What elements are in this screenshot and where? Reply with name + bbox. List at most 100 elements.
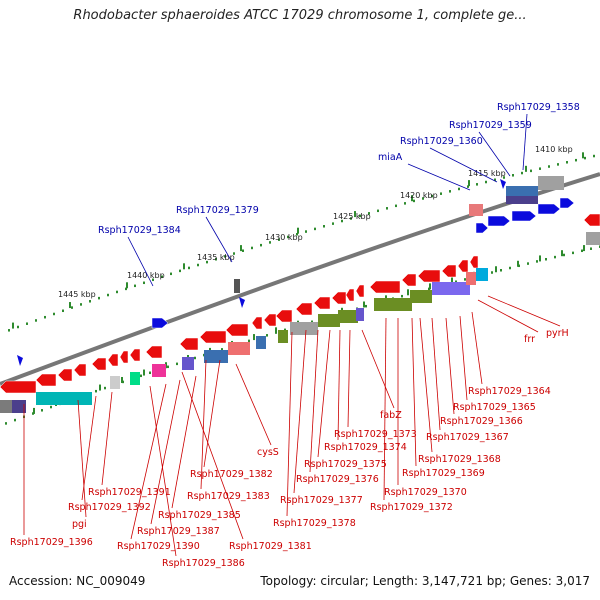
outer-scale-track [8,152,595,332]
gene-label[interactable]: Rsph17029_1368 [418,454,501,465]
gene-feature[interactable] [318,314,340,327]
gene-label[interactable]: Rsph17029_1375 [304,459,387,470]
gene-label[interactable]: Rsph17029_1396 [10,537,93,548]
gene-label[interactable]: Rsph17029_1373 [334,429,417,440]
gene-feature[interactable] [338,310,358,323]
reverse-gene[interactable] [251,316,263,330]
gene-label[interactable]: cysS [257,447,279,458]
gene-feature[interactable] [182,357,194,370]
gene-feature[interactable] [410,290,432,303]
reverse-gene[interactable] [179,337,199,351]
forward-gene[interactable] [559,197,575,209]
leader-line [361,329,395,409]
reverse-gene[interactable] [57,368,73,382]
gene-feature[interactable] [290,322,318,335]
gene-feature[interactable] [476,268,488,281]
gene-label[interactable]: Rsph17029_1379 [176,205,259,216]
gene-label[interactable]: Rsph17029_1385 [158,510,241,521]
reverse-gene[interactable] [35,373,57,387]
reverse-gene[interactable] [369,280,401,294]
gene-label[interactable]: Rsph17029_1377 [280,495,363,506]
gene-label[interactable]: miaA [378,152,403,163]
reverse-gene[interactable] [401,273,417,287]
gene-label[interactable]: pyrH [546,328,569,339]
scale-dot [395,204,397,208]
gene-label[interactable]: Rsph17029_1372 [370,502,453,513]
gene-feature[interactable] [152,364,166,377]
scale-dot [404,202,406,205]
gene-block[interactable] [506,196,538,204]
gene-label[interactable]: Rsph17029_1367 [426,432,509,443]
forward-gene[interactable] [151,317,169,329]
gene-label[interactable]: fabZ [380,410,402,421]
gene-label[interactable]: Rsph17029_1390 [117,541,200,552]
gene-feature[interactable] [374,298,412,311]
reverse-gene[interactable] [107,353,119,367]
gene-label[interactable]: Rsph17029_1381 [229,541,312,552]
gene-label[interactable]: Rsph17029_1383 [187,491,270,502]
reverse-gene[interactable] [355,284,365,298]
gene-label[interactable]: Rsph17029_1392 [68,502,151,513]
gene-feature[interactable] [466,272,476,285]
gene-label[interactable]: Rsph17029_1366 [440,416,523,427]
reverse-gene[interactable] [263,313,277,327]
reverse-gene[interactable] [457,259,469,273]
gene-feature[interactable] [110,376,120,389]
reverse-gene[interactable] [91,357,107,371]
gene-label[interactable]: Rsph17029_1365 [453,402,536,413]
gene-label[interactable]: Rsph17029_1386 [162,558,245,569]
reverse-gene[interactable] [441,264,457,278]
gene-block[interactable] [469,204,483,216]
reverse-gene[interactable] [225,323,249,337]
reverse-gene[interactable] [145,345,163,359]
gene-feature[interactable] [36,392,92,405]
gene-label[interactable]: frr [524,334,535,345]
reverse-gene[interactable] [313,296,331,310]
gene-block[interactable] [538,176,564,190]
gene-feature[interactable] [256,336,266,349]
forward-gene[interactable] [511,210,537,222]
gene-label[interactable]: Rsph17029_1370 [384,487,467,498]
reverse-gene[interactable] [199,330,227,344]
reverse-gene[interactable] [275,309,293,323]
reverse-gene[interactable] [73,363,87,377]
gene-label[interactable]: Rsph17029_1364 [468,386,551,397]
gene-labels[interactable]: Rsph17029_1358 Rsph17029_1359 Rsph17029_13… [10,102,580,569]
gene-label[interactable]: Rsph17029_1360 [400,136,483,147]
reverse-gene[interactable] [345,288,355,302]
reverse-gene[interactable] [129,348,141,362]
reverse-gene[interactable] [0,380,37,394]
forward-gene[interactable] [475,222,489,234]
gene-block[interactable] [234,279,240,293]
reverse-gene[interactable] [295,302,313,316]
reverse-gene[interactable] [417,269,441,283]
gene-label[interactable]: Rsph17029_1387 [137,526,220,537]
gene-feature[interactable] [586,232,600,245]
forward-gene[interactable] [537,203,561,215]
gene-track[interactable] [0,176,600,413]
gene-feature[interactable] [204,350,228,363]
reverse-gene[interactable] [331,291,347,305]
gene-label[interactable]: Rsph17029_1359 [449,120,532,131]
gene-feature[interactable] [12,400,26,413]
gene-label[interactable]: Rsph17029_1382 [190,469,273,480]
gene-label[interactable]: Rsph17029_1369 [402,468,485,479]
gene-feature[interactable] [432,282,470,295]
gene-feature[interactable] [278,330,288,343]
gene-label[interactable]: Rsph17029_1376 [296,474,379,485]
gene-feature[interactable] [356,308,364,321]
forward-gene[interactable] [487,215,511,227]
reverse-gene[interactable] [469,255,479,269]
gene-label[interactable]: pgi [72,519,87,530]
gene-label[interactable]: Rsph17029_1391 [88,487,171,498]
gene-label[interactable]: Rsph17029_1378 [273,518,356,529]
gene-block[interactable] [506,186,538,196]
gene-feature[interactable] [228,342,250,355]
gene-feature[interactable] [130,372,140,385]
gene-label[interactable]: Rsph17029_1374 [324,442,407,453]
gene-label[interactable]: Rsph17029_1358 [497,102,580,113]
reverse-gene[interactable] [583,213,600,227]
gene-label[interactable]: Rsph17029_1384 [98,225,181,236]
reverse-gene[interactable] [119,350,129,364]
